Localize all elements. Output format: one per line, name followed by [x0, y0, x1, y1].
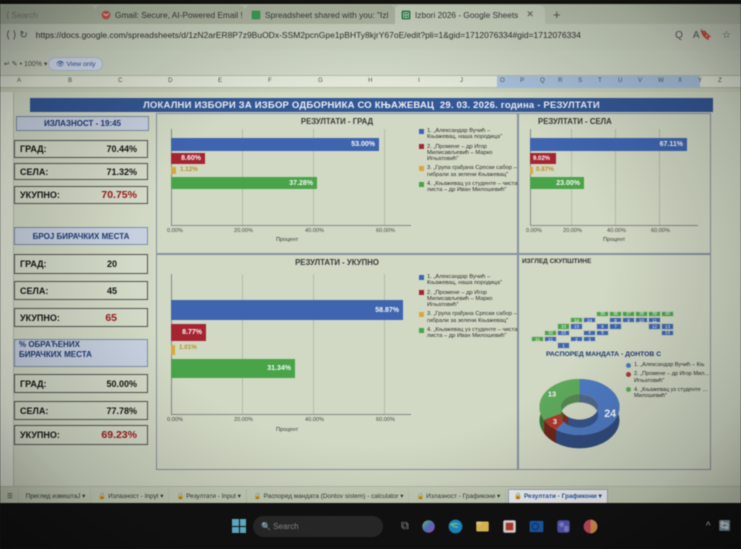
svg-text:13: 13: [548, 390, 556, 399]
svg-text:3: 3: [553, 417, 557, 426]
svg-text:24: 24: [604, 408, 616, 420]
